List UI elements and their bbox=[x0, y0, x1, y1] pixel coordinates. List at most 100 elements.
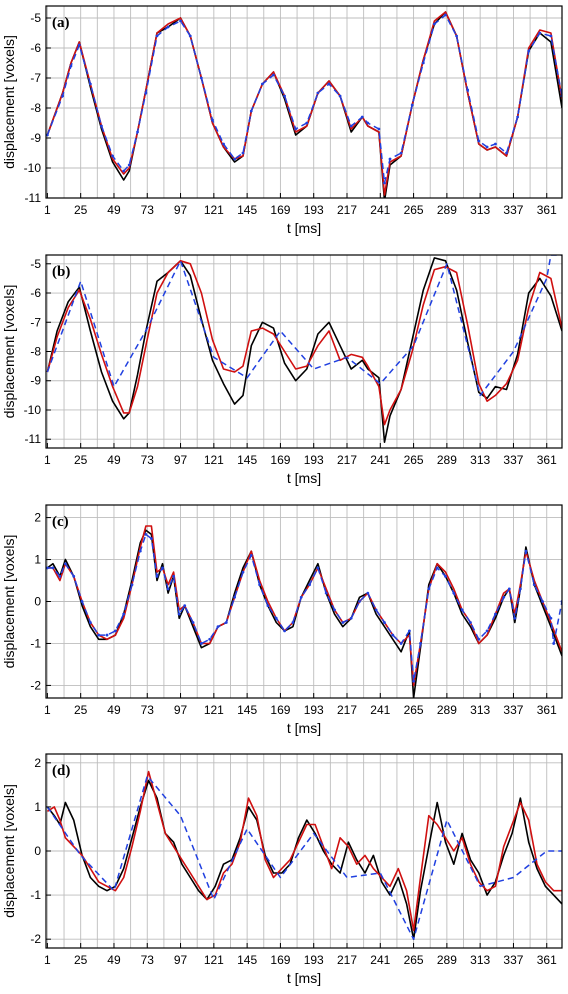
data-point bbox=[324, 591, 328, 595]
x-tick-label: 97 bbox=[174, 203, 188, 217]
x-tick-label: 217 bbox=[337, 953, 357, 967]
data-point bbox=[427, 587, 431, 591]
data-point bbox=[410, 103, 414, 107]
x-tick-label: 1 bbox=[44, 453, 51, 467]
data-point bbox=[127, 163, 131, 167]
x-tick-label: 241 bbox=[370, 703, 390, 717]
y-tick-label: -7 bbox=[30, 315, 41, 329]
x-tick-label: 265 bbox=[404, 953, 424, 967]
y-tick-label: -11 bbox=[25, 432, 42, 446]
series-line-2 bbox=[46, 14, 562, 184]
data-point bbox=[541, 600, 544, 603]
x-tick-label: 73 bbox=[141, 453, 155, 467]
data-point bbox=[51, 566, 55, 570]
x-tick-label: 289 bbox=[437, 953, 457, 967]
data-point bbox=[494, 142, 497, 146]
x-tick-label: 265 bbox=[404, 203, 424, 217]
data-point bbox=[69, 64, 73, 68]
x-axis-label: t [ms] bbox=[287, 470, 321, 486]
series-group bbox=[46, 525, 562, 698]
data-point bbox=[538, 31, 542, 35]
data-point bbox=[266, 604, 270, 608]
data-point bbox=[333, 608, 336, 612]
x-tick-label: 313 bbox=[470, 703, 490, 717]
x-tick-label: 265 bbox=[404, 703, 424, 717]
data-point bbox=[505, 151, 508, 155]
data-point bbox=[260, 82, 264, 86]
panel-label: (b) bbox=[52, 264, 70, 280]
x-tick-label: 1 bbox=[44, 203, 51, 217]
data-point bbox=[291, 621, 295, 624]
data-point bbox=[144, 91, 148, 95]
data-point bbox=[199, 76, 203, 80]
y-tick-label: 1 bbox=[34, 553, 41, 567]
y-tick-label: -7 bbox=[30, 71, 41, 85]
x-tick-label: 49 bbox=[107, 453, 121, 467]
data-point bbox=[100, 124, 103, 128]
data-point bbox=[172, 574, 176, 578]
x-tick-label: 289 bbox=[437, 203, 457, 217]
series-line-2 bbox=[46, 775, 562, 940]
x-tick-label: 1 bbox=[44, 703, 51, 717]
data-point bbox=[388, 157, 392, 161]
data-point bbox=[199, 642, 203, 645]
x-axis-label: t [ms] bbox=[287, 220, 321, 236]
x-tick-label: 121 bbox=[204, 953, 224, 967]
data-point bbox=[138, 549, 142, 553]
y-tick-label: 2 bbox=[34, 756, 41, 770]
data-point bbox=[432, 22, 436, 26]
panel-label: (a) bbox=[52, 15, 70, 31]
series-group bbox=[46, 11, 562, 198]
y-tick-label: -10 bbox=[24, 403, 42, 417]
x-tick-label: 121 bbox=[204, 703, 224, 717]
y-tick-label: -6 bbox=[30, 286, 41, 300]
data-point bbox=[155, 574, 159, 578]
y-tick-label: -6 bbox=[30, 41, 41, 55]
x-tick-label: 313 bbox=[470, 453, 490, 467]
data-point bbox=[391, 633, 395, 637]
data-point bbox=[191, 621, 195, 624]
data-point bbox=[122, 612, 126, 616]
data-point bbox=[72, 574, 76, 578]
data-point bbox=[283, 94, 286, 98]
data-point bbox=[122, 169, 126, 173]
x-tick-label: 49 bbox=[107, 953, 121, 967]
data-point bbox=[150, 537, 153, 540]
data-point bbox=[188, 34, 192, 38]
data-point bbox=[444, 574, 447, 578]
x-tick-label: 217 bbox=[337, 453, 357, 467]
data-point bbox=[524, 549, 528, 553]
data-point bbox=[179, 19, 182, 23]
data-point bbox=[166, 587, 170, 591]
y-axis-label: displacement [voxels] bbox=[1, 784, 17, 918]
x-tick-label: 49 bbox=[107, 703, 121, 717]
data-point bbox=[399, 642, 403, 645]
data-point bbox=[421, 61, 425, 65]
data-point bbox=[532, 583, 536, 587]
x-tick-label: 265 bbox=[404, 453, 424, 467]
x-tick-label: 337 bbox=[503, 703, 523, 717]
data-point bbox=[88, 82, 92, 86]
data-point bbox=[211, 118, 214, 122]
data-point bbox=[466, 88, 470, 92]
x-tick-label: 97 bbox=[174, 953, 188, 967]
data-point bbox=[308, 583, 311, 587]
data-point bbox=[113, 629, 117, 633]
panel-1: 1 25 49 73 97 121 145 169 193 217 241 265 289 313 337 3… bbox=[1, 254, 563, 486]
series-line-2 bbox=[46, 255, 562, 397]
data-point bbox=[274, 616, 278, 620]
data-point bbox=[233, 595, 237, 599]
data-point bbox=[111, 154, 114, 158]
x-tick-label: 73 bbox=[141, 703, 155, 717]
data-point bbox=[399, 151, 403, 155]
data-point bbox=[258, 583, 262, 587]
data-point bbox=[419, 642, 422, 645]
data-point bbox=[64, 562, 67, 566]
data-point bbox=[455, 34, 458, 38]
data-point bbox=[316, 91, 320, 95]
data-point bbox=[249, 553, 253, 557]
data-point bbox=[216, 625, 220, 629]
data-point bbox=[549, 616, 553, 620]
panel-label: (c) bbox=[52, 514, 69, 530]
data-point bbox=[341, 621, 345, 624]
